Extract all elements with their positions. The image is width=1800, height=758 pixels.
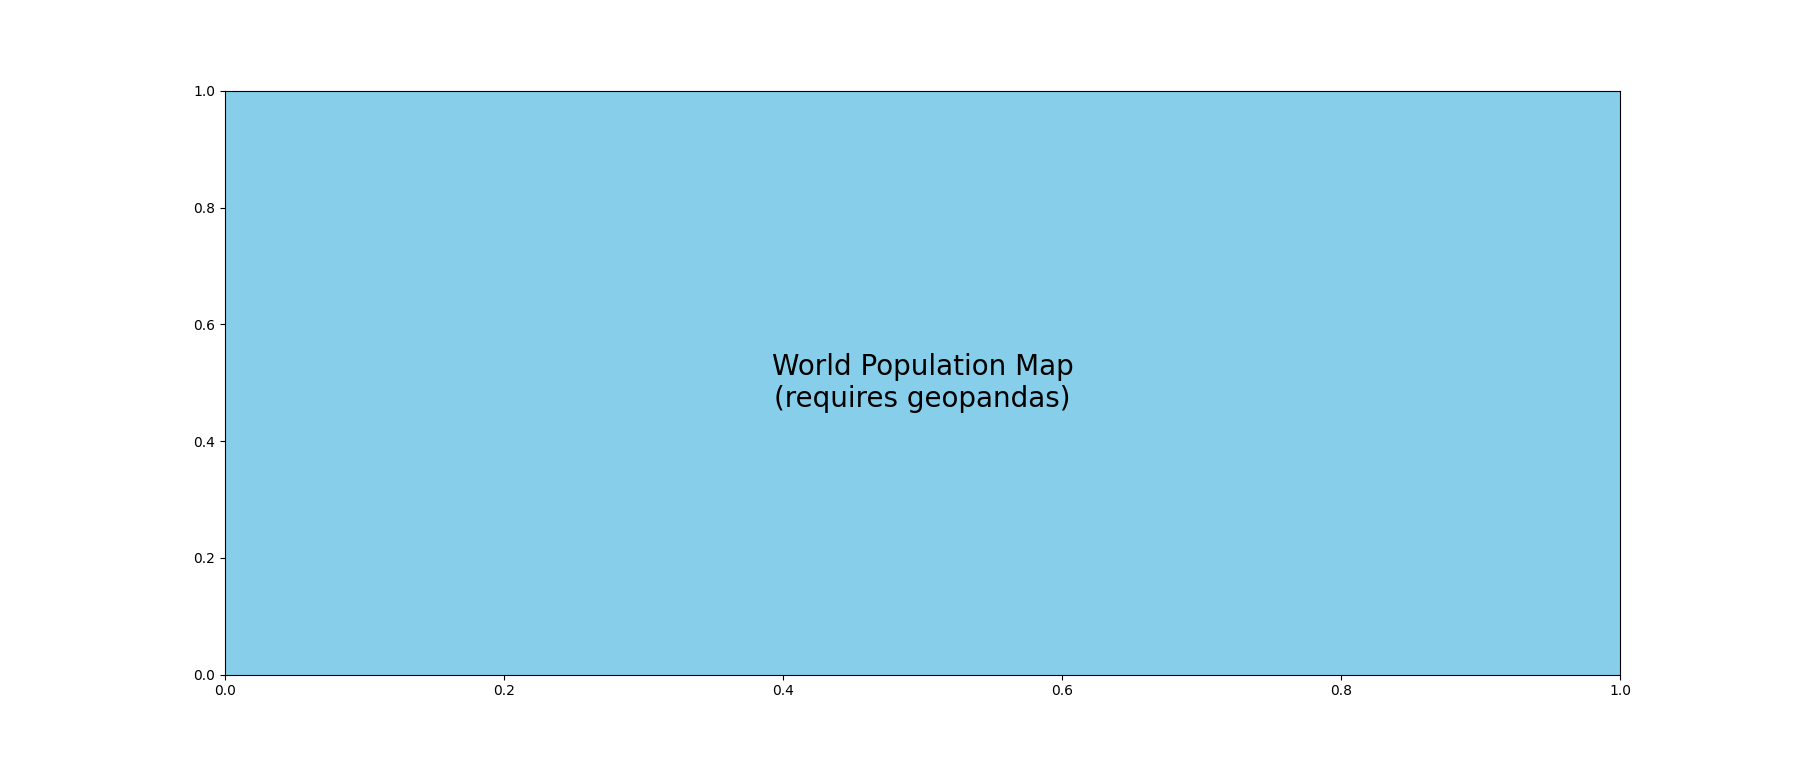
Text: World Population Map
(requires geopandas): World Population Map (requires geopandas… (772, 352, 1073, 413)
